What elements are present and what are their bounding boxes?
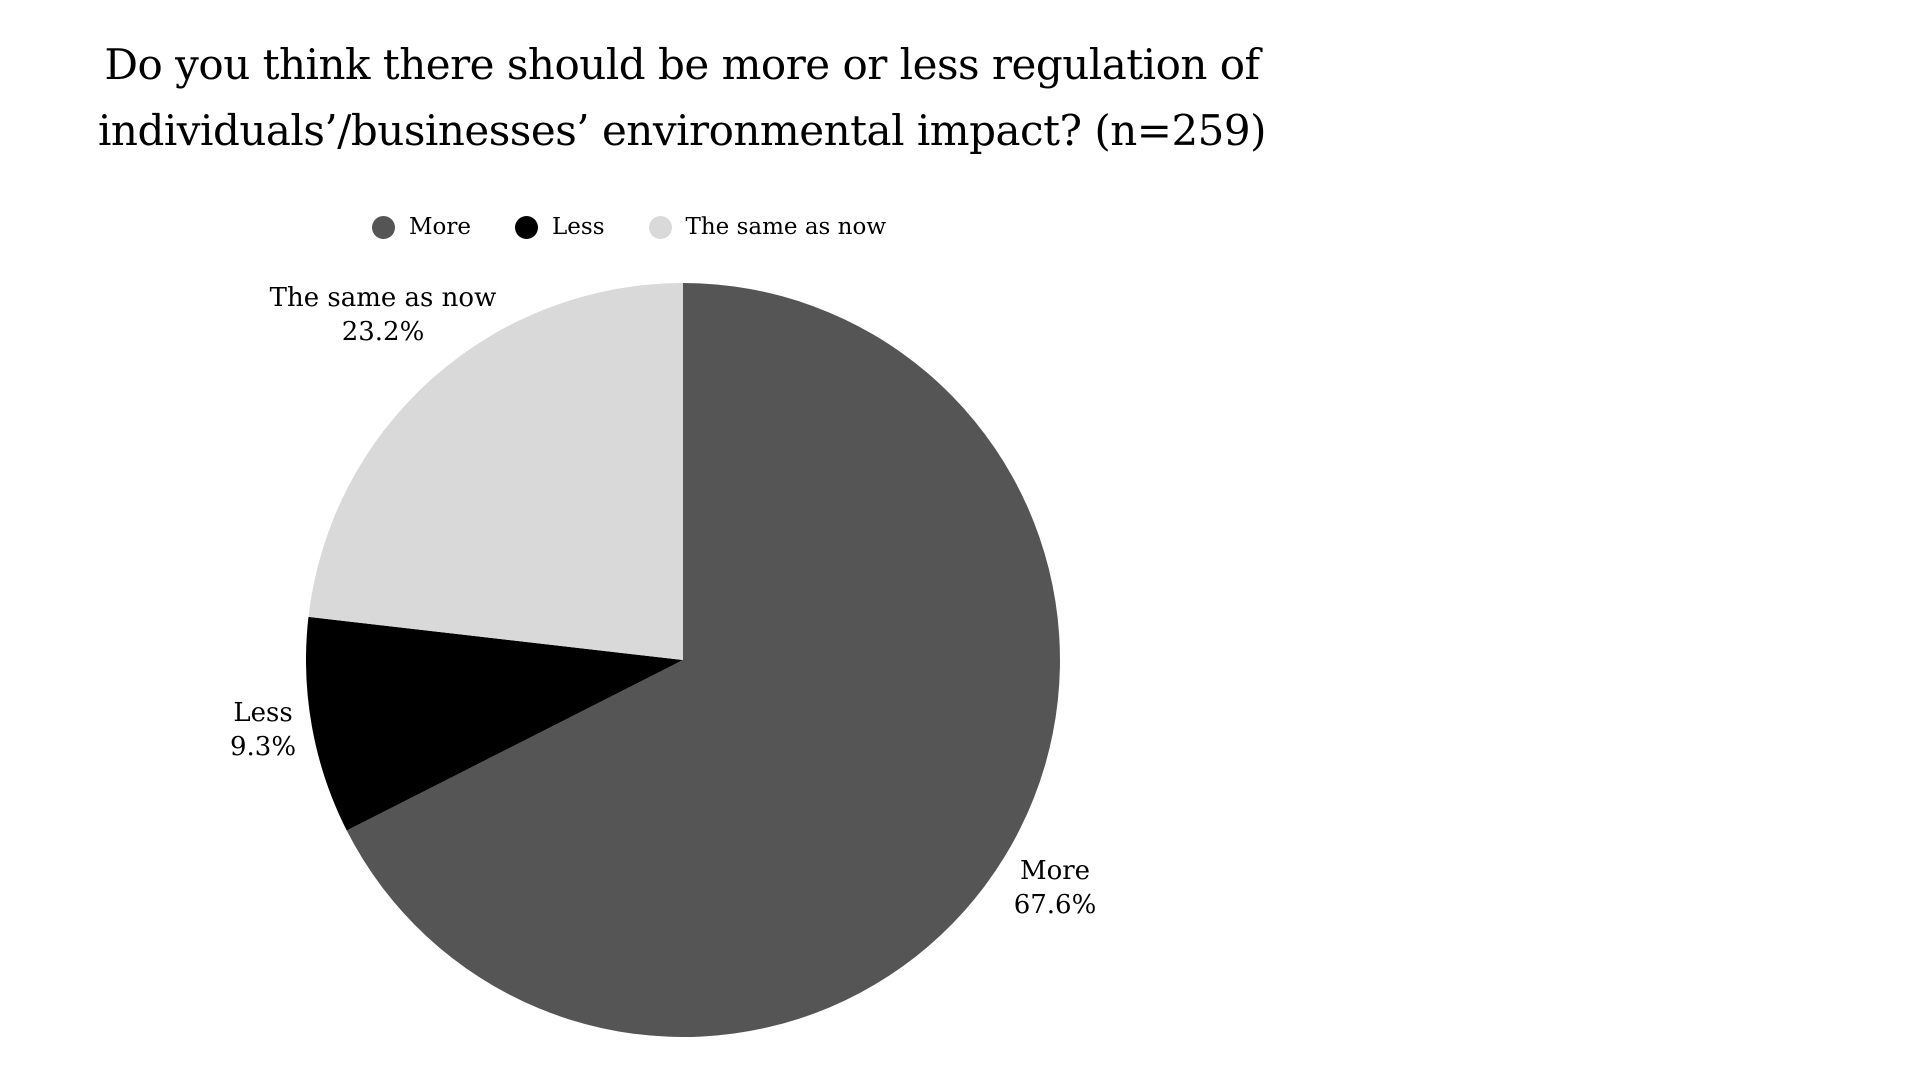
legend-label-same: The same as now	[685, 214, 887, 240]
chart-title-line2: individuals’/businesses’ environmental i…	[97, 106, 1267, 155]
legend-swatch-less-icon	[515, 215, 539, 239]
slice-label-more-name: More	[1019, 856, 1091, 886]
slice-label-same-name: The same as now	[269, 283, 497, 313]
legend-item-more[interactable]: More	[372, 212, 471, 242]
slice-label-less: Less 9.3%	[230, 696, 296, 764]
legend-item-same[interactable]: The same as now	[648, 212, 887, 242]
pie-slice-the-same-as-now[interactable]	[308, 283, 683, 660]
pie-slice-less[interactable]	[306, 616, 683, 831]
slice-label-more: More 67.6%	[1014, 854, 1097, 922]
pie-slice-more[interactable]	[346, 283, 1060, 1037]
legend-label-more: More	[409, 214, 472, 240]
chart-title-line1: Do you think there should be more or les…	[104, 40, 1260, 89]
pie-chart	[306, 283, 1060, 1037]
legend-swatch-more-icon	[372, 215, 395, 239]
slice-label-same-pct: 23.2%	[341, 317, 425, 347]
slice-label-less-pct: 9.3%	[229, 732, 297, 762]
legend: More Less The same as now	[372, 212, 886, 242]
legend-label-less: Less	[552, 214, 605, 240]
legend-swatch-same-icon	[648, 215, 672, 239]
legend-item-less[interactable]: Less	[515, 212, 605, 242]
chart-title: Do you think there should be more or les…	[0, 32, 1364, 164]
slice-label-more-pct: 67.6%	[1013, 890, 1097, 920]
slice-label-less-name: Less	[233, 698, 293, 728]
slice-label-same: The same as now 23.2%	[270, 281, 497, 349]
